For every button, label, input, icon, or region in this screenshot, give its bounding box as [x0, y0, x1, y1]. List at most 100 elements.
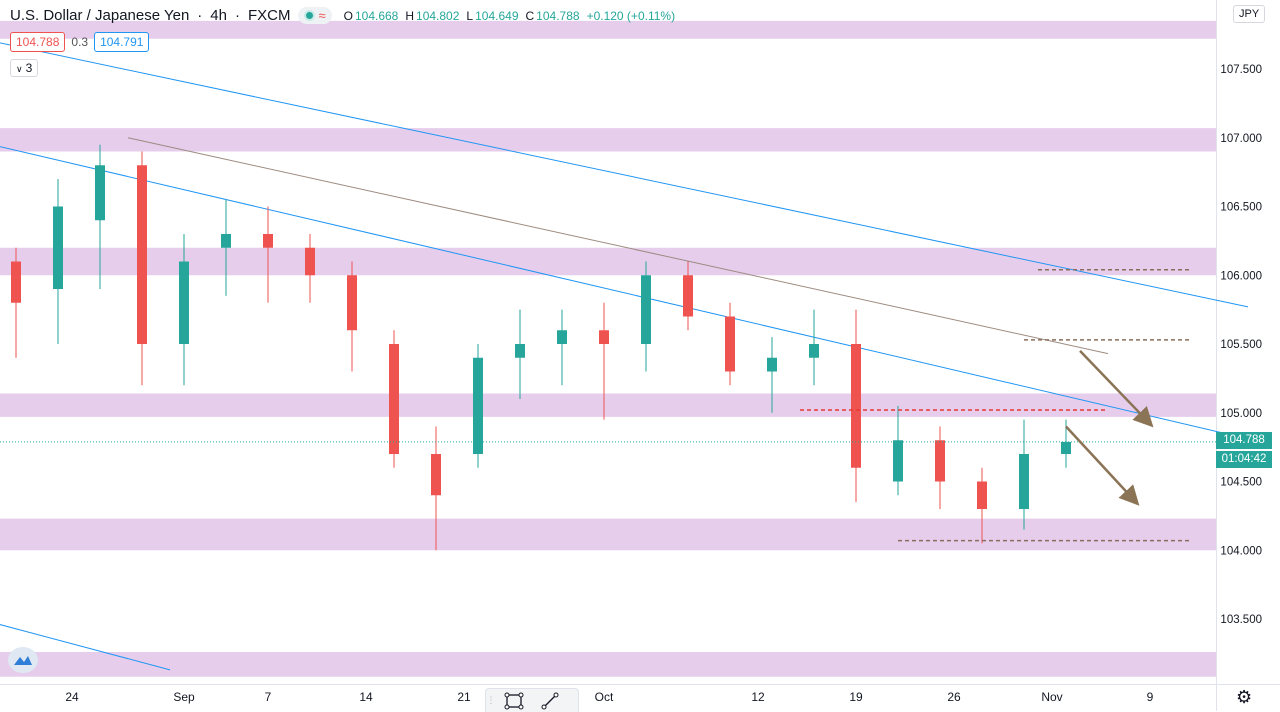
- candle: [137, 151, 147, 386]
- currency-badge[interactable]: JPY: [1233, 5, 1266, 23]
- candle: [95, 144, 105, 289]
- high-label: H: [405, 8, 415, 23]
- candle: [53, 179, 63, 344]
- y-tick-label: 104.000: [1220, 545, 1262, 557]
- last-price-tag: 104.788: [1216, 432, 1272, 449]
- x-tick-label: 24: [65, 690, 79, 704]
- y-tick-label: 106.500: [1220, 202, 1262, 214]
- sell-button[interactable]: 104.788: [10, 32, 66, 52]
- candle: [1019, 419, 1029, 530]
- y-tick-label: 106.000: [1220, 270, 1262, 282]
- sep-1: ·: [197, 7, 203, 24]
- x-tick-label: 12: [751, 690, 765, 704]
- projection-arrow: [1079, 350, 1154, 428]
- candle: [557, 309, 567, 386]
- trend-line-tool-icon[interactable]: [532, 689, 568, 712]
- market-open-icon: [304, 10, 316, 21]
- candle: [851, 309, 861, 503]
- low-value: 104.649: [475, 8, 519, 23]
- candle-body: [347, 275, 357, 331]
- chevron-down-icon: ∨: [16, 64, 23, 74]
- trend-line: [0, 146, 1249, 440]
- candle: [263, 206, 273, 303]
- sr-zone: [0, 652, 1216, 677]
- x-tick-label: 19: [849, 690, 863, 704]
- candle-body: [305, 247, 315, 276]
- candle-body: [95, 165, 105, 221]
- close-value: 104.788: [536, 8, 580, 23]
- projection-arrow: [1065, 425, 1140, 506]
- data-delay-icon: ≈: [318, 8, 326, 23]
- close-label: C: [525, 8, 535, 23]
- high-value: 104.802: [416, 8, 460, 23]
- sr-zone: [0, 518, 1216, 551]
- symbol-legend: U.S. Dollar / Japanese Yen · 4h · FXCM ≈…: [10, 7, 680, 24]
- candle: [179, 234, 189, 386]
- indicators-count: 3: [25, 61, 33, 75]
- interval[interactable]: 4h: [210, 7, 227, 24]
- candle: [431, 426, 441, 551]
- candle-body: [53, 206, 63, 289]
- candle: [809, 309, 819, 386]
- x-tick-label: 26: [947, 690, 961, 704]
- candle: [473, 344, 483, 468]
- candle-body: [767, 357, 777, 372]
- candle: [221, 199, 231, 296]
- symbol-name[interactable]: U.S. Dollar / Japanese Yen: [10, 7, 190, 24]
- rectangle-tool-icon[interactable]: [496, 689, 532, 712]
- candle: [935, 426, 945, 509]
- open-label: O: [343, 8, 353, 23]
- candle-body: [263, 234, 273, 248]
- candle-body: [221, 234, 231, 248]
- candle-body: [515, 344, 525, 358]
- candle-body: [683, 275, 693, 317]
- x-tick-label: Oct: [595, 690, 614, 704]
- change-value: +0.120 (+0.11%): [586, 8, 676, 23]
- resistance-line: [127, 137, 1109, 355]
- bar-countdown: 01:04:42: [1216, 451, 1272, 468]
- market-status[interactable]: ≈: [298, 7, 332, 24]
- gear-icon[interactable]: ⚙: [1236, 687, 1253, 707]
- candle: [515, 309, 525, 399]
- x-tick-label: 7: [265, 690, 272, 704]
- y-tick-label: 105.500: [1220, 339, 1262, 351]
- candle: [683, 261, 693, 331]
- candle: [725, 302, 735, 386]
- candle-body: [851, 344, 861, 468]
- x-tick-label: 14: [359, 690, 373, 704]
- spread-value: 0.3: [71, 35, 89, 49]
- candle-body: [599, 330, 609, 344]
- tradingview-logo-icon[interactable]: [8, 647, 38, 673]
- sr-zone: [0, 247, 1216, 276]
- y-tick-label: 105.000: [1220, 408, 1262, 420]
- candle-body: [935, 440, 945, 482]
- candle-body: [1061, 441, 1071, 454]
- low-label: L: [466, 8, 474, 23]
- x-tick-label: 9: [1147, 690, 1154, 704]
- trend-line: [0, 624, 171, 671]
- drawing-toolbar: ⋮: [485, 688, 579, 712]
- x-tick-label: 21: [457, 690, 471, 704]
- indicators-toggle[interactable]: ∨ 3: [10, 59, 39, 77]
- candle-body: [809, 344, 819, 358]
- candle-body: [11, 261, 21, 303]
- candle-body: [557, 330, 567, 344]
- candle-body: [725, 316, 735, 372]
- candle-body: [431, 454, 441, 496]
- candle-body: [977, 481, 987, 509]
- ohlc-values: O 104.668 H 104.802 L 104.649 C 104.788 +0.1…: [344, 9, 680, 23]
- y-tick-label: 107.500: [1220, 64, 1262, 76]
- candle-body: [1019, 454, 1029, 509]
- candle: [641, 261, 651, 372]
- candle-body: [473, 357, 483, 454]
- candle-body: [893, 440, 903, 482]
- y-tick-label: 107.000: [1220, 133, 1262, 145]
- candle-body: [389, 344, 399, 454]
- candle: [347, 261, 357, 372]
- buy-button[interactable]: 104.791: [94, 32, 150, 52]
- sr-zone: [0, 393, 1216, 417]
- drag-handle-icon[interactable]: ⋮: [486, 695, 496, 705]
- candle: [389, 330, 399, 468]
- sep-2: ·: [234, 7, 240, 24]
